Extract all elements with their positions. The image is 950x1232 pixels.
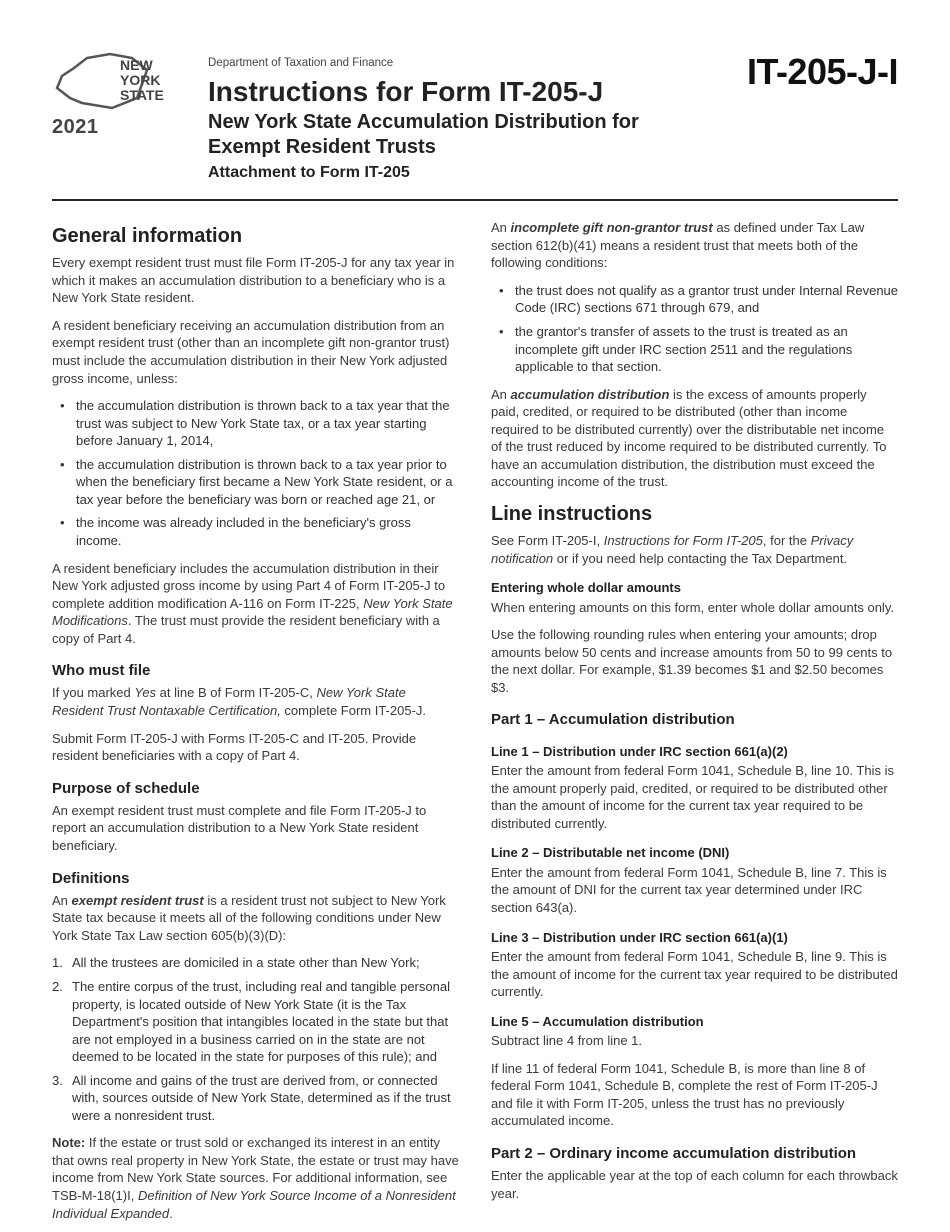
whole-dollar-para-2: Use the following rounding rules when en… [491, 626, 898, 696]
header-rule [52, 199, 898, 201]
heading-definitions: Definitions [52, 869, 459, 889]
text-run: An [52, 893, 72, 908]
text-run: at line B of Form IT-205-C, [156, 685, 316, 700]
text-run: If you marked [52, 685, 134, 700]
term-exempt-resident-trust: exempt resident trust [72, 893, 204, 908]
condition-item: All the trustees are domiciled in a stat… [52, 954, 459, 972]
text-run: . [169, 1206, 173, 1221]
heading-line-1: Line 1 – Distribution under IRC section … [491, 743, 898, 761]
text-run: An [491, 220, 511, 235]
heading-general-information: General information [52, 223, 459, 250]
general-para-1: Every exempt resident trust must file Fo… [52, 254, 459, 307]
text-run: , for the [763, 533, 811, 548]
heading-line-3: Line 3 – Distribution under IRC section … [491, 929, 898, 947]
italic-yes: Yes [134, 685, 156, 700]
form-code: IT-205-J-I [698, 48, 898, 97]
whole-dollar-para-1: When entering amounts on this form, ente… [491, 599, 898, 617]
exclusion-item: the accumulation distribution is thrown … [66, 397, 459, 450]
purpose-para: An exempt resident trust must complete a… [52, 802, 459, 855]
condition-item: The entire corpus of the trust, includin… [52, 978, 459, 1066]
who-para-1: If you marked Yes at line B of Form IT-2… [52, 684, 459, 719]
def-exempt-trust: An exempt resident trust is a resident t… [52, 892, 459, 945]
exclusion-item: the accumulation distribution is thrown … [66, 456, 459, 509]
heading-line-2: Line 2 – Distributable net income (DNI) [491, 844, 898, 862]
line-5-para-b: If line 11 of federal Form 1041, Schedul… [491, 1060, 898, 1130]
title-block: Department of Taxation and Finance Instr… [192, 48, 698, 183]
def-incomplete-gift: An incomplete gift non-grantor trust as … [491, 219, 898, 272]
text-run: See Form IT-205-I, [491, 533, 604, 548]
term-accumulation-distribution: accumulation distribution [511, 387, 670, 402]
logo-line-3: STATE [120, 87, 164, 103]
nys-logo-block: NEW YORK STATE 2021 [52, 48, 192, 141]
heading-part-2: Part 2 – Ordinary income accumulation di… [491, 1144, 898, 1164]
text-run: or if you need help contacting the Tax D… [553, 551, 847, 566]
header: NEW YORK STATE 2021 Department of Taxati… [52, 48, 898, 183]
heading-whole-dollar: Entering whole dollar amounts [491, 579, 898, 597]
line-3-para: Enter the amount from federal Form 1041,… [491, 948, 898, 1001]
def-accumulation-distribution: An accumulation distribution is the exce… [491, 386, 898, 491]
nys-logo-icon: NEW YORK STATE [52, 48, 182, 118]
note-label: Note: [52, 1135, 85, 1150]
exclusion-item: the income was already included in the b… [66, 514, 459, 549]
part-2-para: Enter the applicable year at the top of … [491, 1167, 898, 1202]
general-para-2: A resident beneficiary receiving an accu… [52, 317, 459, 387]
condition-item: the grantor's transfer of assets to the … [505, 323, 898, 376]
line-instr-intro: See Form IT-205-I, Instructions for Form… [491, 532, 898, 567]
exclusion-list: the accumulation distribution is thrown … [52, 397, 459, 549]
logo-line-2: YORK [120, 72, 160, 88]
right-column: An incomplete gift non-grantor trust as … [491, 219, 898, 1232]
department-label: Department of Taxation and Finance [208, 56, 698, 72]
heading-who-must-file: Who must file [52, 661, 459, 681]
line-1-para: Enter the amount from federal Form 1041,… [491, 762, 898, 832]
heading-purpose: Purpose of schedule [52, 779, 459, 799]
tax-year: 2021 [52, 114, 192, 141]
condition-item: All income and gains of the trust are de… [52, 1072, 459, 1125]
conditions-list: All the trustees are domiciled in a stat… [52, 954, 459, 1124]
text-run: is the excess of amounts properly paid, … [491, 387, 887, 490]
heading-part-1: Part 1 – Accumulation distribution [491, 710, 898, 730]
who-para-2: Submit Form IT-205-J with Forms IT-205-C… [52, 730, 459, 765]
general-para-3: A resident beneficiary includes the accu… [52, 560, 459, 648]
incomplete-gift-conditions: the trust does not qualify as a grantor … [491, 282, 898, 376]
condition-item: the trust does not qualify as a grantor … [505, 282, 898, 317]
heading-line-instructions: Line instructions [491, 501, 898, 528]
text-run: An [491, 387, 511, 402]
page-title: Instructions for Form IT-205-J [208, 76, 698, 108]
line-5-para-a: Subtract line 4 from line 1. [491, 1032, 898, 1050]
logo-line-1: NEW [120, 57, 153, 73]
term-incomplete-gift-trust: incomplete gift non-grantor trust [511, 220, 713, 235]
line-2-para: Enter the amount from federal Form 1041,… [491, 864, 898, 917]
page-subtitle: New York State Accumulation Distribution… [208, 110, 698, 160]
heading-line-5: Line 5 – Accumulation distribution [491, 1013, 898, 1031]
text-run: complete Form IT-205-J. [281, 703, 426, 718]
note-para: Note: If the estate or trust sold or exc… [52, 1134, 459, 1222]
left-column: General information Every exempt residen… [52, 219, 459, 1232]
form-name-italic: Instructions for Form IT-205 [604, 533, 763, 548]
body-columns: General information Every exempt residen… [52, 219, 898, 1232]
attachment-label: Attachment to Form IT-205 [208, 162, 698, 184]
